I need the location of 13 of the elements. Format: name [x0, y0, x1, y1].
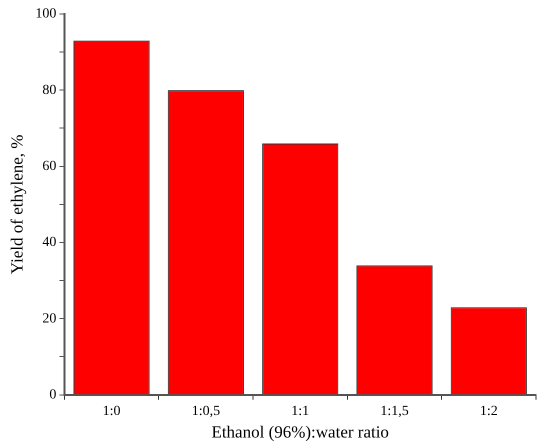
- y-tick-label: 40: [42, 235, 56, 250]
- y-tick-label: 60: [42, 158, 56, 174]
- y-tick-label: 80: [42, 82, 56, 98]
- x-tick-label: 1:0: [102, 404, 121, 419]
- y-tick-label: 20: [42, 311, 56, 326]
- x-tick-label: 1:1: [291, 404, 310, 419]
- x-tick-label: 1:0,5: [192, 404, 220, 419]
- y-tick-label: 100: [35, 6, 56, 22]
- x-tick-label: 1:2: [480, 404, 498, 419]
- y-axis-title: Yield of ethylene, %: [8, 134, 27, 274]
- x-axis-title: Ethanol (96%):water ratio: [211, 422, 389, 442]
- y-tick-label: 0: [49, 387, 56, 402]
- x-tick-label: 1:1,5: [380, 404, 409, 419]
